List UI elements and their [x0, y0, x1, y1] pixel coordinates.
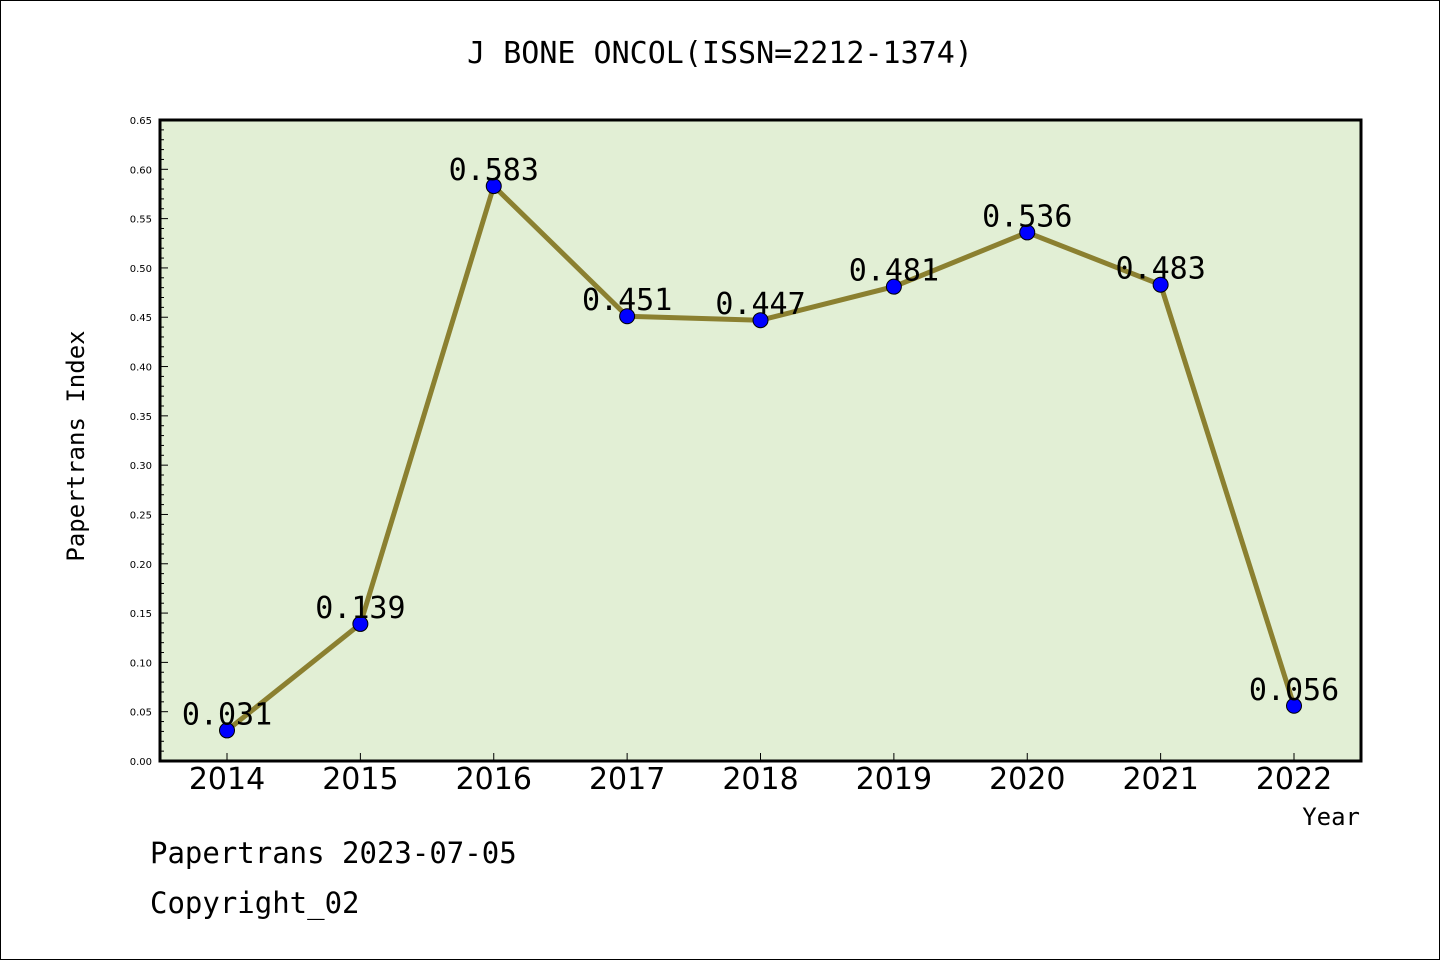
data-point: [1152, 276, 1169, 293]
series-markers: [219, 178, 1302, 739]
data-point: [752, 312, 769, 329]
x-tick-label: 2020: [989, 762, 1065, 797]
data-label: 0.451: [582, 283, 672, 318]
data-label: 0.056: [1249, 673, 1339, 708]
data-label: 0.583: [449, 153, 539, 188]
y-tick-label: 0.00: [130, 757, 152, 768]
data-point: [885, 278, 902, 295]
data-label: 0.536: [982, 199, 1072, 234]
footer-copyright: Copyright_02: [150, 886, 360, 920]
y-tick-label: 0.50: [130, 264, 152, 275]
x-axis-ticks: 2014 2015 2016 2017 2018 2019 2020 2021 2022: [189, 753, 1332, 797]
data-label: 0.481: [849, 254, 939, 289]
y-tick-label: 0.40: [130, 363, 152, 374]
data-point: [485, 178, 502, 195]
x-tick-label: 2014: [189, 762, 265, 797]
x-axis-title: Year: [1302, 803, 1360, 831]
y-axis-title: Papertrans Index: [62, 330, 90, 561]
y-tick-label: 0.10: [130, 658, 152, 669]
y-tick-label: 0.45: [130, 313, 152, 324]
y-tick-label: 0.65: [130, 116, 152, 127]
plot-border: [158, 118, 1363, 763]
y-tick-label: 0.20: [130, 560, 152, 571]
x-tick-label: 2016: [456, 762, 532, 797]
plot-area: [160, 120, 1361, 761]
y-tick-label: 0.35: [130, 412, 152, 423]
data-label: 0.031: [182, 697, 272, 732]
y-tick-label: 0.15: [130, 609, 152, 620]
data-point: [352, 615, 369, 632]
y-tick-label: 0.25: [130, 510, 152, 521]
x-tick-label: 2018: [722, 762, 798, 797]
chart-title: J BONE ONCOL(ISSN=2212-1374): [467, 36, 973, 71]
y-tick-label: 0.55: [130, 215, 152, 226]
x-tick-label: 2015: [322, 762, 398, 797]
x-tick-label: 2019: [856, 762, 932, 797]
data-point: [219, 722, 235, 739]
footer-date: Papertrans 2023-07-05: [150, 836, 517, 870]
y-tick-label: 0.05: [130, 708, 152, 719]
data-label: 0.447: [715, 287, 805, 322]
y-tick-label: 0.60: [130, 165, 152, 176]
x-tick-label: 2017: [589, 762, 665, 797]
data-point: [619, 308, 636, 325]
data-label: 0.139: [315, 591, 405, 626]
data-label: 0.483: [1115, 252, 1205, 287]
data-point: [1019, 224, 1036, 241]
data-point: [1286, 697, 1302, 714]
y-tick-label: 0.30: [130, 461, 152, 472]
x-tick-label: 2021: [1122, 762, 1198, 797]
data-labels: 0.031 0.139 0.583 0.451 0.447 0.481 0.536 0.483…: [182, 153, 1339, 732]
x-tick-label: 2022: [1256, 762, 1332, 797]
